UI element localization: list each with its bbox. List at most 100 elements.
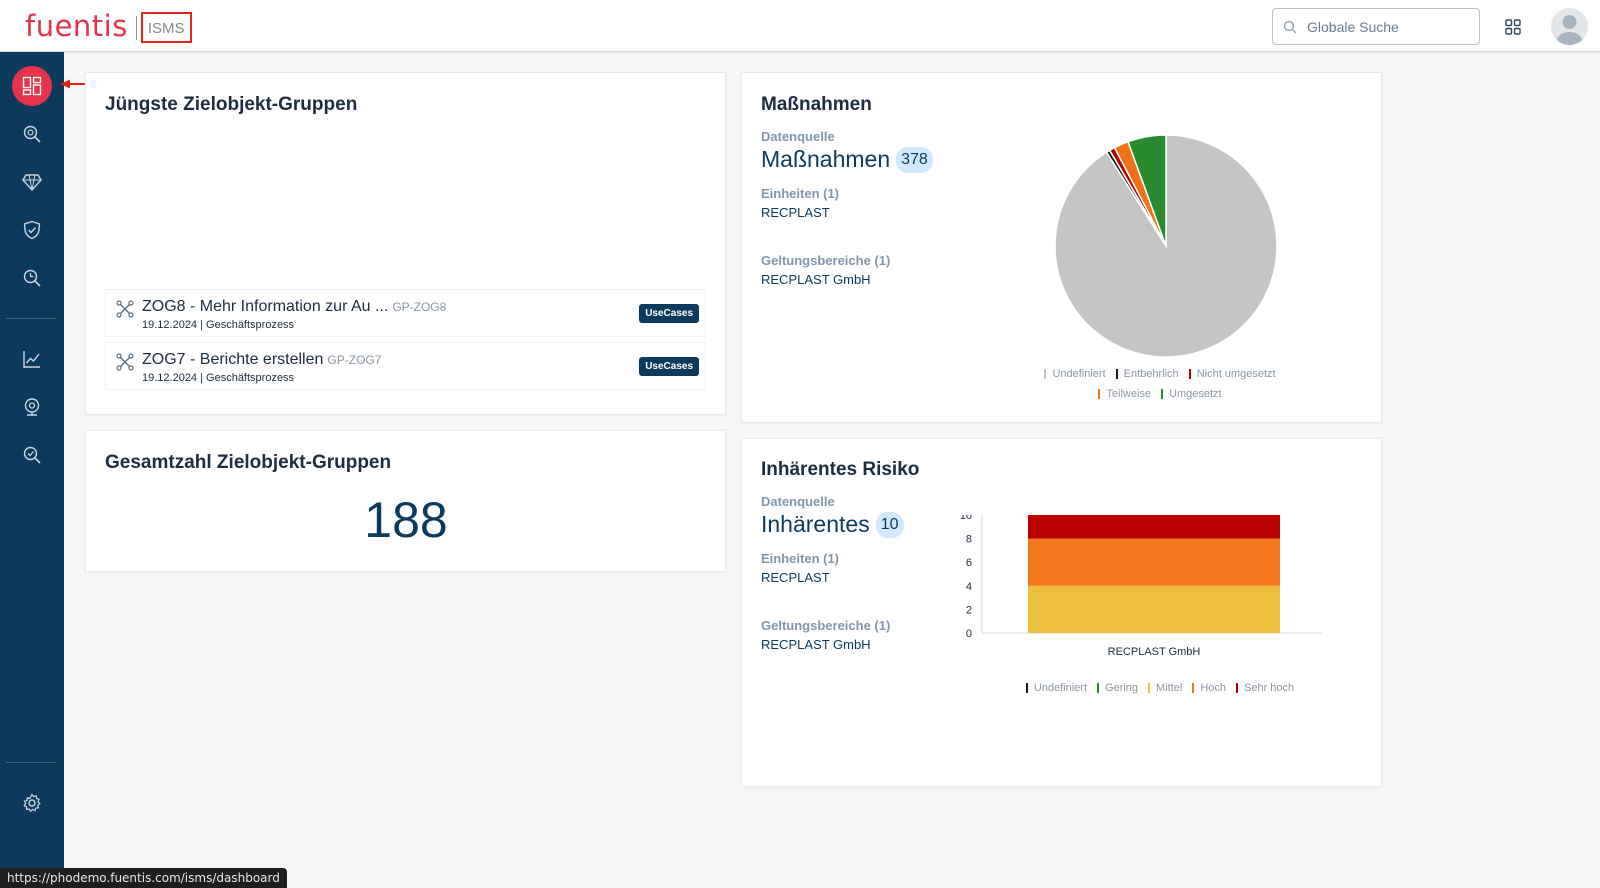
list-item[interactable]: ZOG7 - Berichte erstellen GP-ZOG7 19.12.2… (105, 342, 706, 390)
legend-label: Hoch (1200, 682, 1227, 694)
measures-scope-value[interactable]: RECPLAST GmbH (761, 272, 871, 287)
search-analysis-icon (23, 269, 41, 287)
measures-datasource-value: Maßnahmen (761, 146, 891, 172)
sidebar-item-assets[interactable] (12, 162, 52, 202)
y-tick-label: 2 (966, 604, 972, 616)
sidebar-item-monitoring[interactable] (12, 387, 52, 427)
legend-swatch (1161, 389, 1164, 399)
usecases-badge: UseCases (639, 304, 699, 323)
fuentis-logo[interactable]: fuentis ISMS (25, 6, 192, 46)
global-search[interactable] (1272, 8, 1480, 45)
search-icon (1283, 20, 1297, 33)
grid-icon (1505, 19, 1521, 35)
risk-datasource-value: Inhärentes (761, 511, 870, 537)
logo-text: fuentis (25, 9, 128, 43)
list-item[interactable]: ZOG8 - Mehr Information zur Au ... GP-ZOG… (105, 289, 706, 337)
group-network-icon (116, 300, 134, 318)
legend-label: Undefiniert (1033, 682, 1088, 694)
measures-units-value[interactable]: RECPLAST (761, 205, 830, 220)
bar-legend-undefiniert[interactable]: Undefiniert (1025, 682, 1088, 694)
legend-label: Teilweise (1106, 388, 1152, 400)
pie-legend-umgesetzt[interactable]: Umgesetzt (1161, 388, 1222, 400)
y-tick-label: 10 (960, 515, 972, 522)
bar-segment-hoch[interactable] (1028, 538, 1280, 586)
sidebar-item-analysis[interactable] (12, 258, 52, 298)
diamond-icon (22, 174, 42, 192)
legend-swatch (1188, 369, 1191, 379)
zog-title[interactable]: ZOG8 - Mehr Information zur Au ... GP-ZOG… (142, 298, 446, 316)
bar-legend-sehr-hoch[interactable]: Sehr hoch (1236, 682, 1294, 694)
risk-datasource-label: Datenquelle (761, 494, 835, 509)
usecases-badge: UseCases (639, 357, 699, 376)
webcam-icon (24, 398, 40, 416)
y-tick-label: 6 (966, 557, 972, 569)
risk-bar-legend: Undefiniert Gering Mittel Hoch Sehr hoch (1000, 682, 1320, 702)
user-avatar[interactable] (1551, 8, 1588, 45)
legend-swatch (1148, 683, 1151, 693)
logo-separator (135, 16, 137, 40)
x-tick-label: RECPLAST GmbH (1108, 646, 1201, 658)
bar-legend-hoch[interactable]: Hoch (1192, 682, 1226, 694)
sidebar-item-search-targets[interactable] (12, 114, 52, 154)
browser-status-url: https://phodemo.fuentis.com/isms/dashboa… (0, 868, 287, 888)
total-groups-value: 188 (364, 492, 448, 548)
zog-title[interactable]: ZOG7 - Berichte erstellen GP-ZOG7 (142, 351, 381, 369)
search-magnifier-icon (23, 125, 41, 143)
measures-datasource-label: Datenquelle (761, 129, 835, 144)
pie-legend-teilweise[interactable]: Teilweise (1098, 388, 1151, 400)
legend-label: Undefiniert (1052, 368, 1106, 380)
risk-scope-label: Geltungsbereiche (1) (761, 618, 891, 633)
risk-scope-value[interactable]: RECPLAST GmbH (761, 637, 871, 652)
measures-scope-label: Geltungsbereiche (1) (761, 253, 891, 268)
recent-groups-title: Jüngste Zielobjekt-Gruppen (105, 94, 358, 115)
legend-swatch (1192, 683, 1195, 693)
risk-title: Inhärentes Risiko (761, 459, 920, 480)
sidebar-item-reports[interactable] (12, 339, 52, 379)
zog-title-text: ZOG7 - Berichte erstellen (142, 351, 324, 368)
search-input[interactable] (1307, 18, 1467, 35)
sidebar-item-settings[interactable] (12, 783, 52, 823)
shield-check-icon (23, 220, 41, 240)
y-tick-label: 4 (966, 581, 972, 593)
legend-swatch (1025, 683, 1028, 693)
sidebar-item-dashboard[interactable] (12, 66, 52, 106)
sidebar-divider (6, 318, 56, 319)
pie-legend-entbehrlich[interactable]: Entbehrlich (1115, 368, 1179, 380)
user-icon (1556, 15, 1583, 45)
risk-units-value[interactable]: RECPLAST (761, 570, 830, 585)
search-check-icon (23, 446, 41, 464)
total-groups-title: Gesamtzahl Zielobjekt-Gruppen (105, 452, 392, 473)
app-launcher-button[interactable] (1500, 14, 1526, 40)
risk-units-label: Einheiten (1) (761, 551, 840, 566)
pie-slice-umgesetzt[interactable] (1127, 134, 1167, 247)
legend-label: Umgesetzt (1169, 388, 1222, 400)
measures-pie-chart[interactable] (1046, 126, 1286, 366)
risk-bar-chart[interactable]: 0 2 4 6 8 10 RECPLAST GmbH (960, 515, 1360, 675)
legend-label: Entbehrlich (1123, 368, 1179, 380)
sidebar-item-security[interactable] (12, 210, 52, 250)
bar-legend-gering[interactable]: Gering (1097, 682, 1138, 694)
zog-meta: 19.12.2024 | Geschäftsprozess (142, 372, 295, 384)
risk-datasource: Inhärentes 10 (761, 511, 904, 538)
pie-legend-nicht-umgesetzt[interactable]: Nicht umgesetzt (1188, 368, 1276, 380)
legend-swatch (1098, 389, 1101, 399)
zog-title-text: ZOG8 - Mehr Information zur Au ... (142, 298, 389, 315)
legend-swatch (1044, 369, 1047, 379)
risk-count-badge: 10 (875, 511, 904, 538)
sidebar-item-audit[interactable] (12, 435, 52, 475)
top-header: fuentis ISMS (0, 0, 1600, 52)
measures-units-label: Einheiten (1) (761, 186, 840, 201)
logo-product-name: ISMS (140, 11, 192, 43)
legend-label: Sehr hoch (1244, 682, 1295, 694)
zog-id: GP-ZOG8 (392, 300, 447, 314)
bar-segment-sehr-hoch[interactable] (1028, 515, 1280, 539)
legend-swatch (1236, 683, 1239, 693)
y-tick-label: 8 (966, 534, 972, 546)
y-tick-label: 0 (966, 628, 972, 640)
sidebar (0, 52, 64, 888)
bar-legend-mittel[interactable]: Mittel (1148, 682, 1182, 694)
legend-label: Gering (1105, 682, 1139, 694)
pie-legend-undefiniert[interactable]: Undefiniert (1044, 368, 1106, 380)
dashboard-icon (22, 76, 42, 96)
bar-segment-mittel[interactable] (1028, 585, 1280, 633)
